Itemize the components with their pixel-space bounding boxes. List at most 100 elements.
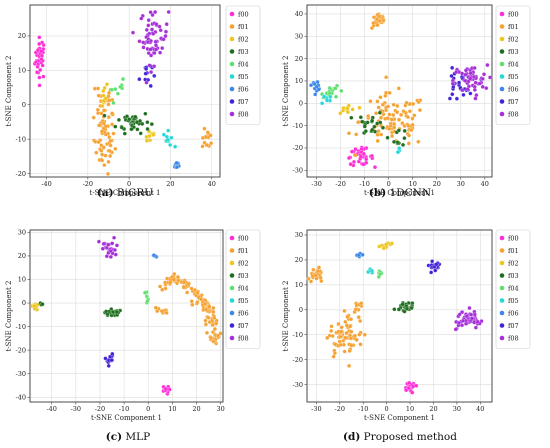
y-tick-label: 20 [295, 256, 303, 264]
y-tick-label: 0 [299, 306, 303, 314]
point-f01 [99, 143, 104, 148]
point-f03 [409, 305, 414, 310]
legend-marker-f01 [499, 24, 505, 29]
point-f01 [204, 143, 209, 148]
legend-label-f08: f08 [508, 334, 519, 342]
x-tick-label: 30 [453, 405, 461, 413]
point-f02 [357, 105, 362, 110]
point-f04 [109, 87, 114, 92]
point-f01 [190, 302, 195, 307]
point-f08 [467, 306, 472, 311]
point-f01 [352, 333, 357, 338]
point-f01 [94, 150, 99, 155]
point-f01 [200, 144, 205, 149]
legend-label-f04: f04 [508, 284, 519, 292]
point-f02 [345, 105, 350, 111]
legend-label-f02: f02 [238, 35, 249, 43]
point-f00 [359, 147, 364, 152]
point-f01 [343, 319, 348, 324]
legend-label-f01: f01 [238, 23, 249, 31]
point-f01 [160, 287, 165, 292]
point-f03 [400, 302, 405, 307]
point-f01 [376, 105, 381, 110]
point-f08 [453, 327, 458, 332]
legend-marker-f08 [499, 111, 505, 117]
point-f01 [218, 331, 223, 336]
point-f03 [119, 125, 124, 130]
point-f07 [433, 268, 438, 273]
point-f08 [151, 31, 156, 36]
point-f01 [171, 277, 176, 282]
point-f01 [101, 108, 106, 113]
point-f05 [165, 137, 170, 142]
point-f03 [122, 131, 127, 136]
point-f03 [362, 124, 367, 129]
point-f00 [37, 35, 42, 40]
plot-area [29, 229, 224, 403]
point-f08 [472, 320, 477, 325]
y-axis-label: t-SNE Component 2 [282, 56, 290, 127]
x-tick-label: 0 [146, 405, 150, 413]
y-tick-label: -10 [16, 135, 26, 143]
point-f03 [127, 117, 132, 122]
panel-3: -30 -20 -10 0 10 20 30 40 -30 -20 -10 0 10 20 30 t-SNE … [282, 229, 531, 443]
y-tick-label: 40 [295, 10, 303, 18]
legend-label-f04: f04 [238, 284, 249, 292]
point-f08 [144, 27, 149, 32]
legend-marker-f04 [499, 61, 505, 67]
points [306, 241, 484, 395]
point-f01 [107, 148, 112, 153]
point-f03 [137, 118, 143, 123]
point-f01 [202, 140, 207, 145]
point-f01 [172, 271, 177, 276]
x-tick-label: 10 [409, 180, 417, 188]
point-f08 [164, 22, 169, 27]
legend-marker-f01 [229, 248, 235, 253]
point-f08 [484, 86, 489, 91]
legend-marker-f04 [229, 285, 235, 291]
point-f07 [447, 96, 452, 101]
legend-label-f05: f05 [508, 73, 519, 81]
point-f01 [343, 335, 348, 340]
point-f01 [313, 273, 318, 278]
point-f01 [375, 99, 380, 104]
points [309, 12, 493, 170]
point-f03 [385, 135, 390, 140]
legend-marker-f06 [229, 310, 235, 316]
point-f08 [166, 9, 171, 15]
legend-marker-f06 [499, 86, 505, 92]
legend-marker-f00 [499, 235, 505, 241]
point-f08 [158, 28, 163, 33]
point-f05 [324, 98, 329, 103]
legend-marker-f02 [229, 260, 235, 266]
legend-marker-f01 [499, 248, 505, 253]
point-f01 [215, 333, 220, 338]
point-f08 [106, 242, 111, 247]
point-f03 [380, 125, 386, 130]
x-tick-label: -10 [119, 405, 129, 413]
point-f00 [404, 388, 409, 393]
caption-letter: (b) [369, 187, 386, 199]
point-f01 [392, 125, 397, 130]
legend-label-f04: f04 [238, 60, 249, 68]
y-tick-label: 30 [295, 32, 303, 40]
point-f01 [209, 335, 214, 340]
point-f04 [378, 272, 383, 277]
y-tick-label: 20 [18, 32, 26, 40]
point-f00 [414, 383, 419, 388]
point-f08 [460, 323, 465, 328]
legend-label-f05: f05 [238, 73, 249, 81]
points [30, 235, 223, 396]
x-tick-label: -30 [311, 180, 321, 188]
point-f07 [103, 356, 108, 361]
point-f01 [168, 280, 173, 285]
point-f01 [368, 99, 373, 104]
point-f01 [372, 15, 377, 20]
point-f01 [378, 95, 383, 100]
point-f08 [475, 319, 480, 324]
point-f05 [169, 135, 174, 140]
point-f03 [124, 114, 130, 119]
point-f03 [401, 142, 406, 147]
point-f01 [400, 121, 405, 126]
plot-frame [29, 229, 224, 403]
